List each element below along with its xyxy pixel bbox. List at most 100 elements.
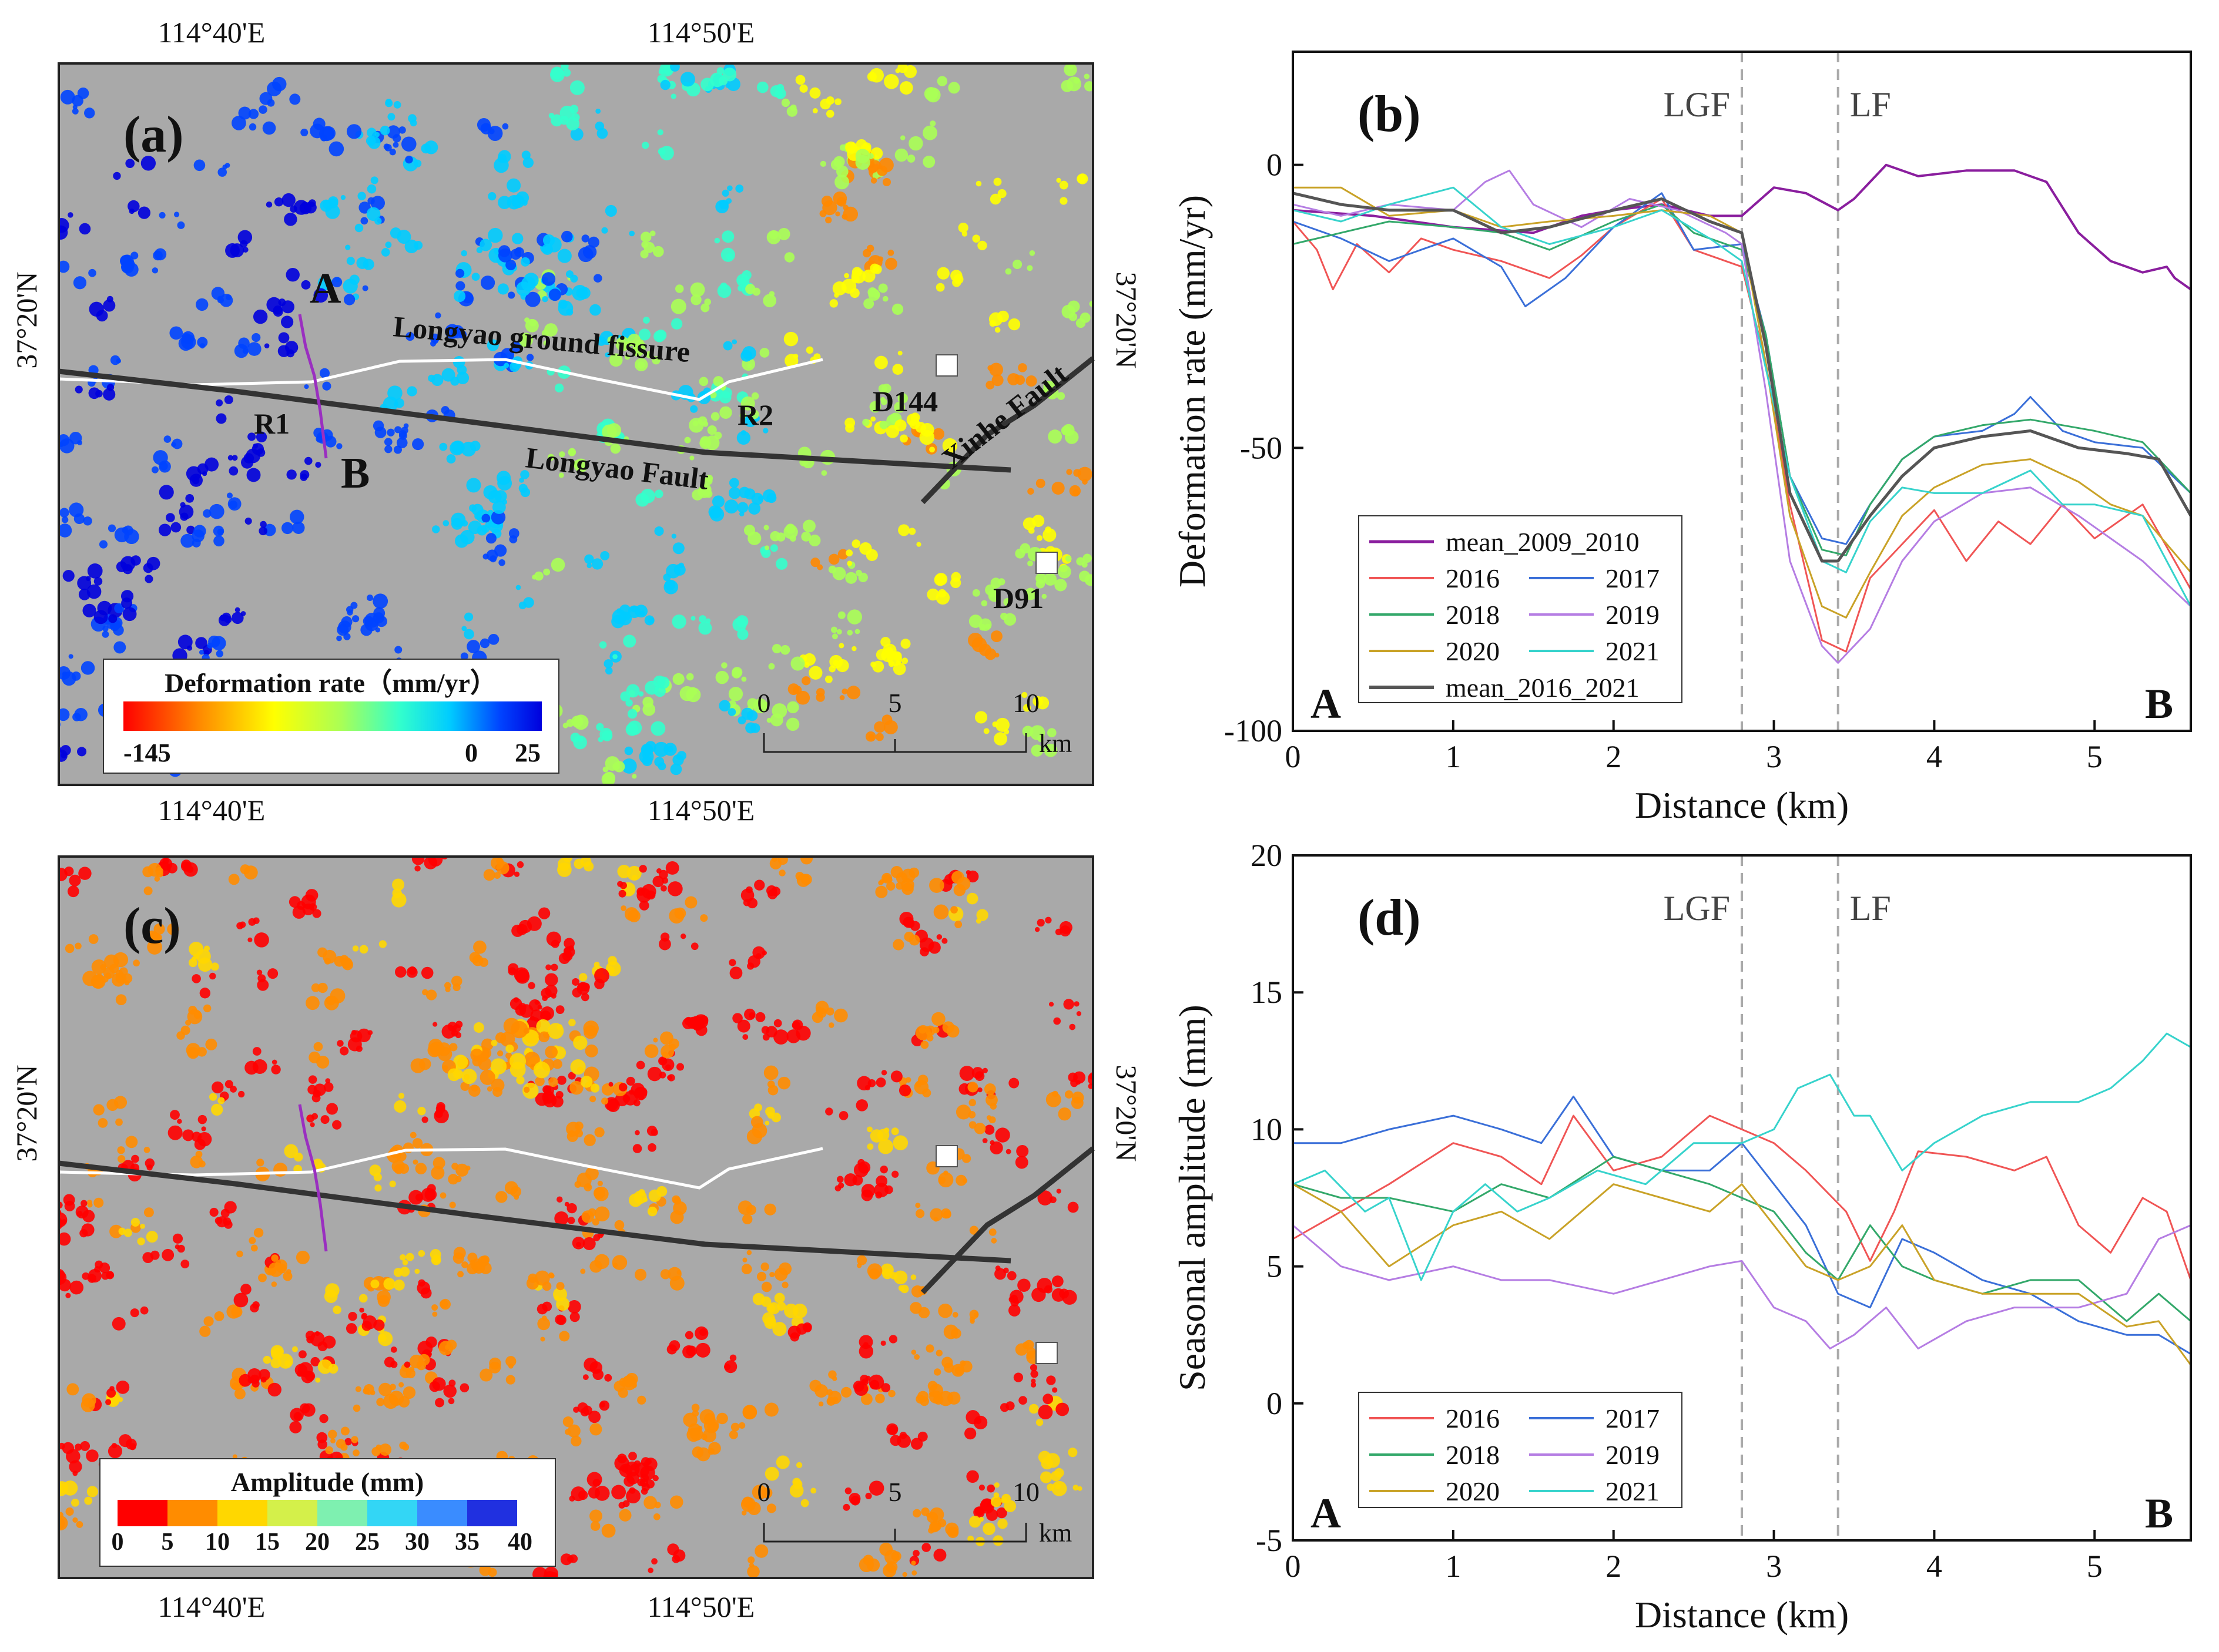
amplitude-point xyxy=(409,1366,415,1372)
deformation-point xyxy=(648,617,654,624)
amplitude-point xyxy=(741,1510,747,1516)
amplitude-point xyxy=(340,1046,349,1056)
deformation-point xyxy=(1095,315,1100,320)
amplitude-point xyxy=(421,966,434,979)
amplitude-point xyxy=(863,1342,869,1348)
amplitude-point xyxy=(964,1427,977,1440)
amplitude-point xyxy=(651,1129,658,1136)
amplitude-point xyxy=(739,1422,746,1429)
amplitude-point xyxy=(414,865,421,872)
amplitude-point xyxy=(936,934,943,940)
deformation-point xyxy=(551,114,563,127)
amplitude-point xyxy=(612,1255,628,1270)
amplitude-point xyxy=(403,1386,416,1399)
amplitude-point xyxy=(252,1047,262,1056)
deformation-point xyxy=(428,374,435,382)
amplitude-point xyxy=(1008,1304,1021,1317)
deformation-point xyxy=(60,89,75,105)
amplitude-point xyxy=(1028,1403,1039,1414)
amplitude-point xyxy=(115,1118,123,1126)
amplitude-point xyxy=(954,921,963,928)
amplitude-point xyxy=(551,963,558,971)
deformation-point xyxy=(1008,318,1021,331)
x-tick-label: 0 xyxy=(1285,739,1301,774)
amplitude-point xyxy=(258,1369,270,1381)
amplitude-point xyxy=(460,1383,470,1393)
amplitude-point xyxy=(313,1089,319,1095)
amplitude-point xyxy=(59,1232,71,1246)
amplitude-point xyxy=(574,1181,582,1188)
amplitude-point xyxy=(323,1082,334,1092)
deformation-point xyxy=(876,649,888,661)
amplitude-point xyxy=(909,867,920,878)
amplitude-point xyxy=(878,1139,893,1154)
amplitude-point xyxy=(856,1099,869,1112)
amplitude-point xyxy=(119,1434,132,1448)
deformation-point xyxy=(787,701,799,714)
amplitude-point xyxy=(534,1000,539,1005)
amplitude-point xyxy=(585,1044,598,1057)
amplitude-point xyxy=(933,1368,941,1376)
amplitude-point xyxy=(182,1129,195,1141)
deformation-point xyxy=(566,308,574,316)
amplitude-point xyxy=(392,878,405,891)
deformation-point xyxy=(1051,481,1065,495)
deformation-point xyxy=(169,326,183,340)
deformation-point xyxy=(623,634,636,648)
deformation-point xyxy=(821,196,833,207)
legend-label-2018: 2018 xyxy=(1446,1440,1500,1470)
amplitude-point xyxy=(995,1127,1010,1143)
deformation-point xyxy=(301,280,311,290)
amplitude-point xyxy=(411,857,425,865)
deformation-point xyxy=(989,362,1003,377)
deformation-point xyxy=(790,104,797,111)
deformation-point xyxy=(1013,259,1023,270)
deformation-point xyxy=(739,277,747,285)
scalebar-a-tick-10: 10 xyxy=(1013,688,1040,718)
amplitude-point xyxy=(190,1155,203,1169)
deformation-point xyxy=(464,629,474,640)
amplitude-point xyxy=(634,1268,647,1281)
deformation-point xyxy=(612,654,618,659)
amplitude-point xyxy=(408,1190,424,1205)
deformation-point xyxy=(518,601,527,610)
deformation-point xyxy=(515,247,522,254)
deformation-point xyxy=(529,319,537,327)
amplitude-point xyxy=(1059,1288,1070,1299)
amplitude-point xyxy=(123,1228,132,1237)
amplitude-point xyxy=(406,966,418,978)
deformation-point xyxy=(526,354,534,361)
amplitude-point xyxy=(557,1196,563,1203)
amplitude-point xyxy=(582,1405,592,1415)
amplitude-point xyxy=(460,1082,470,1091)
amplitude-point xyxy=(812,1012,823,1023)
amplitude-point xyxy=(447,1068,461,1082)
deformation-point xyxy=(915,422,927,433)
amplitude-point xyxy=(915,1203,921,1208)
amplitude-point xyxy=(743,899,750,906)
deformation-point xyxy=(714,431,722,439)
deformation-point xyxy=(102,630,109,638)
amplitude-point xyxy=(59,1270,67,1285)
deformation-point xyxy=(719,406,732,419)
deformation-point xyxy=(991,374,1004,387)
amplitude-point xyxy=(130,1217,140,1227)
amplitude-point xyxy=(988,1228,997,1236)
amplitude-point xyxy=(358,1294,368,1303)
amplitude-point xyxy=(766,1503,776,1513)
deformation-point xyxy=(642,696,653,708)
deformation-point xyxy=(450,441,464,456)
amplitude-point xyxy=(618,1502,625,1509)
amplitude-point xyxy=(629,1487,636,1494)
amplitude-point xyxy=(621,905,626,911)
map-c-legend-tick-30: 30 xyxy=(405,1529,430,1556)
amplitude-point xyxy=(538,907,551,919)
amplitude-point xyxy=(951,871,964,884)
xinhe-fault-line xyxy=(920,356,1095,505)
deformation-point xyxy=(796,690,810,705)
amplitude-point xyxy=(1005,1149,1011,1154)
amplitude-point xyxy=(374,1184,382,1192)
amplitude-point xyxy=(533,1062,550,1079)
deformation-point xyxy=(978,643,992,656)
deformation-point xyxy=(497,471,511,485)
